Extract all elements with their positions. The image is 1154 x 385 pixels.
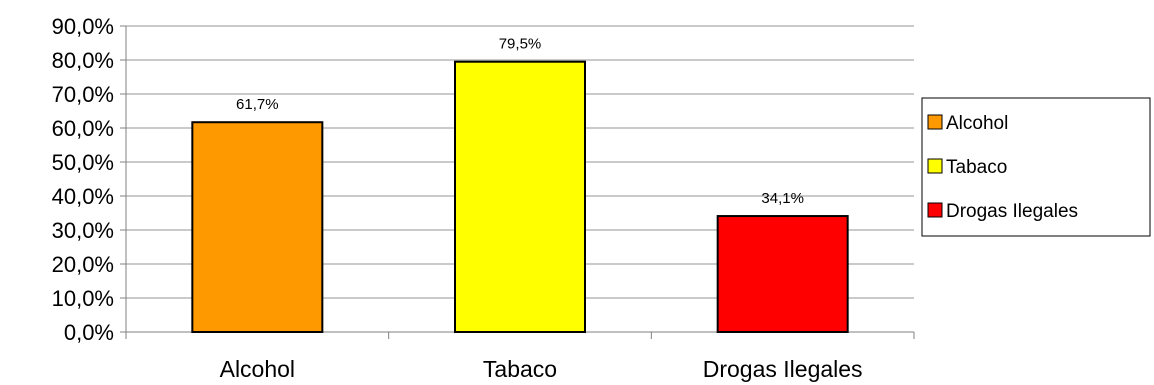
- data-label: 34,1%: [761, 190, 804, 207]
- legend-label: Drogas Ilegales: [946, 201, 1078, 222]
- y-tick-label: 90,0%: [52, 14, 114, 39]
- data-labels: 61,7% 79,5% 34,1%: [236, 36, 804, 207]
- y-tick-label: 10,0%: [52, 286, 114, 311]
- x-category-label: Alcohol: [220, 356, 295, 382]
- y-axis-ticks: 0,0% 10,0% 20,0% 30,0% 40,0% 50,0% 60,0% 70,0% 8…: [52, 14, 127, 345]
- legend-swatch: [927, 158, 943, 174]
- y-tick-label: 30,0%: [52, 218, 114, 243]
- data-label: 61,7%: [236, 96, 279, 113]
- y-tick-label: 0,0%: [64, 320, 114, 345]
- x-axis: Alcohol Tabaco Drogas Ilegales: [125, 332, 915, 382]
- bars: [191, 60, 849, 333]
- y-tick-label: 70,0%: [52, 82, 114, 107]
- legend-box: [921, 97, 1151, 237]
- bar-drogas-ilegales: [716, 215, 849, 333]
- y-tick-label: 40,0%: [52, 184, 114, 209]
- y-tick-label: 50,0%: [52, 150, 114, 175]
- legend-swatch: [927, 202, 943, 218]
- legend: Alcohol Tabaco Drogas Ilegales: [921, 97, 1151, 237]
- y-tick-label: 60,0%: [52, 116, 114, 141]
- bar-alcohol: [191, 121, 324, 333]
- bar-tabaco: [454, 60, 586, 333]
- legend-label: Alcohol: [946, 113, 1008, 134]
- x-category-label: Drogas Ilegales: [703, 356, 863, 382]
- data-label: 79,5%: [499, 36, 542, 53]
- legend-swatch: [927, 114, 943, 130]
- x-category-label: Tabaco: [483, 356, 557, 382]
- y-tick-label: 80,0%: [52, 48, 114, 73]
- y-tick-label: 20,0%: [52, 252, 114, 277]
- legend-label: Tabaco: [946, 157, 1007, 178]
